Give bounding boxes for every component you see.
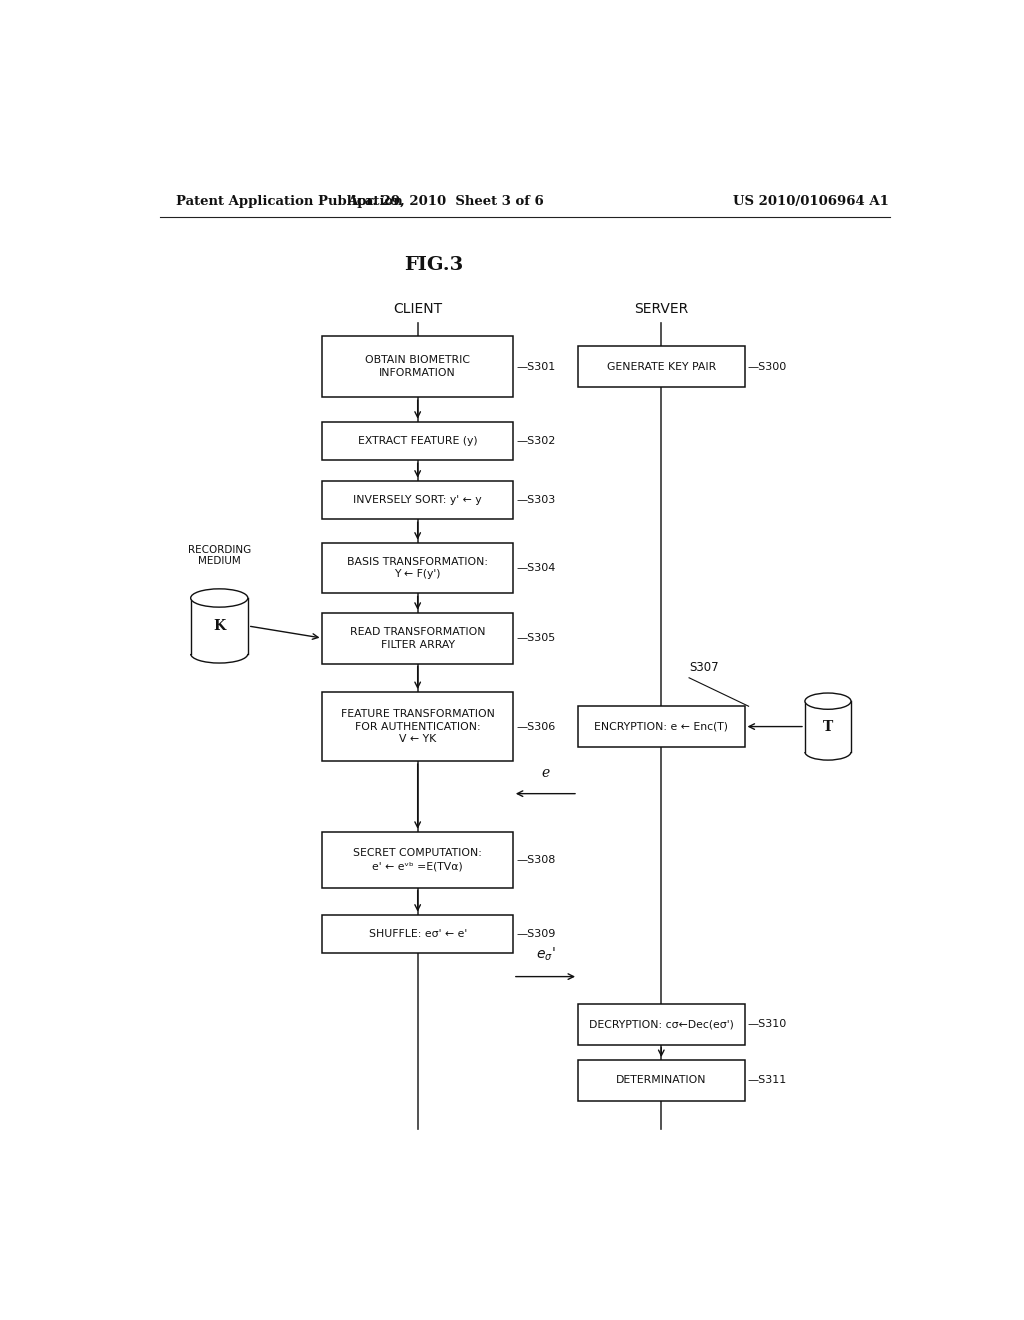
- Text: S307: S307: [689, 661, 719, 675]
- Text: —S303: —S303: [516, 495, 555, 506]
- Text: DETERMINATION: DETERMINATION: [616, 1076, 707, 1085]
- Text: EXTRACT FEATURE (y): EXTRACT FEATURE (y): [357, 436, 477, 446]
- FancyBboxPatch shape: [578, 1060, 744, 1101]
- Text: —S311: —S311: [748, 1076, 787, 1085]
- FancyBboxPatch shape: [578, 346, 744, 387]
- Text: FIG.3: FIG.3: [403, 256, 463, 275]
- Text: FEATURE TRANSFORMATION
FOR AUTHENTICATION:
V ← YK: FEATURE TRANSFORMATION FOR AUTHENTICATIO…: [341, 709, 495, 744]
- Text: —S305: —S305: [516, 634, 555, 643]
- Text: SHUFFLE: eσ' ← e': SHUFFLE: eσ' ← e': [369, 929, 467, 939]
- Text: GENERATE KEY PAIR: GENERATE KEY PAIR: [606, 362, 716, 372]
- Text: —S309: —S309: [516, 929, 555, 939]
- FancyBboxPatch shape: [323, 337, 513, 397]
- Ellipse shape: [805, 693, 851, 709]
- Text: Patent Application Publication: Patent Application Publication: [176, 194, 402, 207]
- FancyBboxPatch shape: [323, 421, 513, 461]
- FancyBboxPatch shape: [323, 480, 513, 519]
- FancyBboxPatch shape: [323, 612, 513, 664]
- FancyBboxPatch shape: [323, 543, 513, 594]
- Text: READ TRANSFORMATION
FILTER ARRAY: READ TRANSFORMATION FILTER ARRAY: [350, 627, 485, 649]
- Text: Apr. 29, 2010  Sheet 3 of 6: Apr. 29, 2010 Sheet 3 of 6: [347, 194, 544, 207]
- FancyBboxPatch shape: [323, 832, 513, 887]
- Text: SERVER: SERVER: [634, 302, 688, 315]
- Bar: [805, 701, 851, 752]
- Text: T: T: [823, 719, 834, 734]
- Text: —S308: —S308: [516, 855, 555, 865]
- Text: —S306: —S306: [516, 722, 555, 731]
- Text: BASIS TRANSFORMATION:
Y ← F(y'): BASIS TRANSFORMATION: Y ← F(y'): [347, 557, 488, 579]
- Text: US 2010/0106964 A1: US 2010/0106964 A1: [732, 194, 889, 207]
- Text: —S301: —S301: [516, 362, 555, 372]
- Text: —S302: —S302: [516, 436, 555, 446]
- Ellipse shape: [190, 589, 248, 607]
- Text: CLIENT: CLIENT: [393, 302, 442, 315]
- FancyBboxPatch shape: [323, 692, 513, 762]
- Text: SECRET COMPUTATION:
e' ← eᵛᵇ =E(TVα): SECRET COMPUTATION: e' ← eᵛᵇ =E(TVα): [353, 849, 482, 871]
- Text: OBTAIN BIOMETRIC
INFORMATION: OBTAIN BIOMETRIC INFORMATION: [366, 355, 470, 378]
- Text: $e_{\sigma}$': $e_{\sigma}$': [536, 946, 555, 964]
- FancyBboxPatch shape: [578, 706, 744, 747]
- Text: e: e: [542, 767, 550, 780]
- Text: —S300: —S300: [748, 362, 787, 372]
- Text: —S310: —S310: [748, 1019, 787, 1030]
- Bar: [190, 598, 248, 653]
- FancyBboxPatch shape: [323, 915, 513, 953]
- Text: K: K: [213, 619, 225, 634]
- Text: DECRYPTION: cσ←Dec(eσ'): DECRYPTION: cσ←Dec(eσ'): [589, 1019, 734, 1030]
- Text: INVERSELY SORT: y' ← y: INVERSELY SORT: y' ← y: [353, 495, 482, 506]
- Text: RECORDING
MEDIUM: RECORDING MEDIUM: [187, 545, 251, 566]
- Text: —S304: —S304: [516, 564, 555, 573]
- Text: ENCRYPTION: e ← Enc(T): ENCRYPTION: e ← Enc(T): [594, 722, 728, 731]
- FancyBboxPatch shape: [578, 1005, 744, 1044]
